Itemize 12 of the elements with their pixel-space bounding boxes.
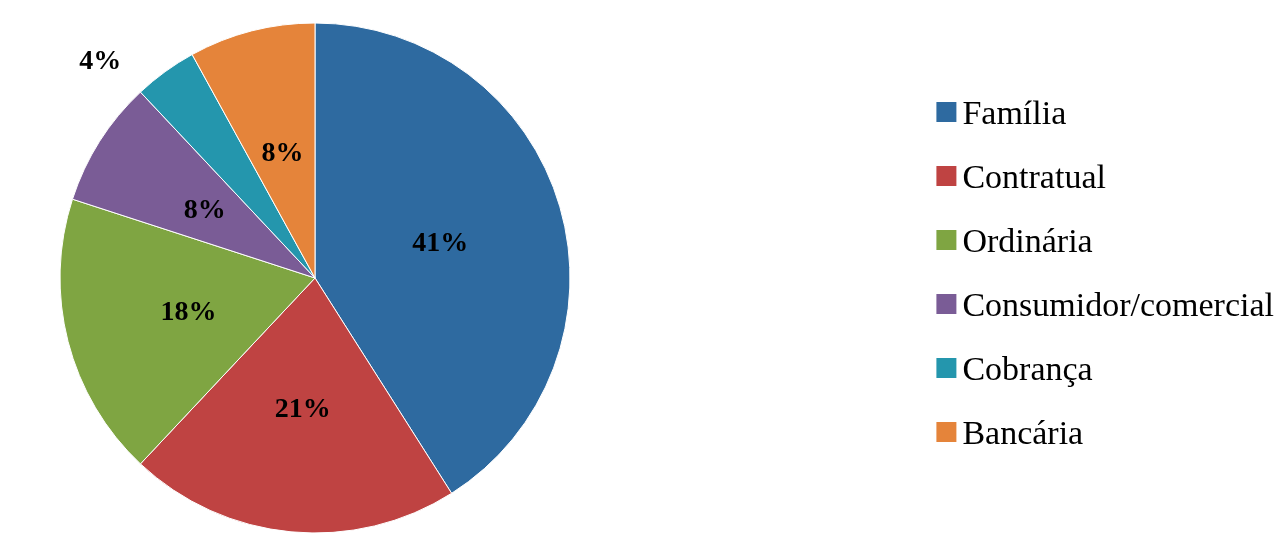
data-label: 41% [412,226,469,258]
legend-label: Ordinária [962,221,1093,259]
data-label: 4% [79,44,122,76]
legend-label: Bancária [962,413,1084,451]
data-label: 8% [183,192,226,224]
data-label: 18% [160,294,217,326]
data-label: 21% [274,392,331,424]
data-label: 8% [261,136,304,168]
legend-label: Família [962,93,1067,131]
legend-label: Consumidor/comercial [962,285,1275,323]
legend-label: Contratual [962,157,1106,195]
legend-label: Cobrança [962,349,1093,387]
